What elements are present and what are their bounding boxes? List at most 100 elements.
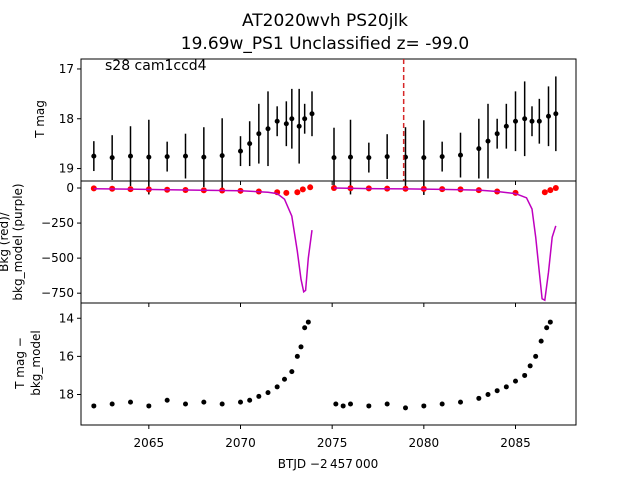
data-point: [503, 123, 509, 129]
y-tick-label: 19: [59, 162, 74, 176]
sector-camera-annotation: s28 cam1ccd4: [105, 58, 207, 74]
data-point: [274, 118, 280, 124]
y-tick-label: 16: [59, 349, 74, 363]
data-point: [302, 116, 308, 122]
data-point: [164, 397, 170, 403]
bkg-model-line: [333, 187, 557, 302]
data-point: [536, 118, 542, 124]
panel-middle-background: 0 −250 −500 −750: [41, 180, 577, 307]
data-point: [247, 397, 253, 403]
data-point: [553, 111, 559, 117]
data-point: [305, 319, 311, 325]
x-tick-label: 2080: [409, 436, 440, 450]
data-point: [538, 338, 544, 344]
data-point: [265, 390, 271, 396]
data-point: [513, 118, 518, 124]
middle-y-axis-label-line2: bkg_model (purple): [11, 183, 25, 300]
chart-title-line1: AT2020wvh PS20jlk: [242, 11, 408, 31]
data-point: [476, 146, 482, 152]
data-point: [247, 141, 253, 147]
data-point: [91, 403, 97, 409]
y-tick-label: −250: [41, 216, 74, 230]
data-point: [348, 154, 353, 160]
data-point: [421, 155, 427, 161]
bkg-point: [299, 186, 306, 193]
data-point: [109, 401, 115, 407]
panel-top-light-curve: 17 18 19: [59, 58, 577, 195]
data-point: [256, 393, 262, 399]
data-point: [340, 403, 346, 409]
data-point: [494, 388, 500, 394]
data-point: [201, 154, 207, 160]
x-tick-label: 2070: [225, 436, 256, 450]
data-point: [544, 325, 550, 331]
bkg-point: [307, 184, 314, 191]
bkg-point: [294, 189, 301, 196]
y-tick-label: 18: [59, 388, 74, 402]
data-point: [366, 155, 372, 161]
data-point: [289, 369, 295, 375]
data-point: [128, 153, 133, 159]
data-point: [294, 353, 300, 359]
data-point: [366, 403, 372, 409]
chart-title-line2: 19.69w_PS1 Unclassified z= -99.0: [181, 34, 469, 54]
data-point: [238, 148, 243, 154]
data-point: [384, 401, 390, 407]
x-tick-label: 2065: [134, 436, 165, 450]
data-point: [533, 353, 539, 359]
data-point: [183, 401, 188, 407]
y-tick-label: 18: [59, 112, 74, 126]
data-point: [238, 399, 243, 405]
data-point: [485, 138, 491, 144]
data-point: [522, 372, 528, 378]
data-point: [146, 154, 152, 160]
data-point: [128, 399, 133, 405]
bkg-point: [541, 189, 548, 196]
data-point: [274, 384, 280, 390]
x-tick-label: 2085: [500, 436, 531, 450]
y-tick-label: 14: [59, 311, 74, 325]
data-point: [265, 126, 271, 132]
bottom-y-axis-label-line2: bkg_model: [29, 330, 43, 396]
x-axis: 2065 2070 2075 2080 2085: [134, 436, 531, 450]
data-point: [282, 376, 287, 382]
data-point: [183, 153, 188, 159]
x-tick-label: 2075: [317, 436, 348, 450]
panel-frame: [80, 302, 577, 426]
panel-frame: [80, 180, 577, 304]
data-point: [476, 395, 482, 401]
data-point: [283, 121, 289, 127]
data-point: [494, 131, 500, 137]
data-point: [421, 403, 427, 409]
y-tick-label: 17: [59, 62, 74, 76]
panel-frame: [80, 58, 577, 182]
data-point: [485, 392, 491, 397]
data-point: [298, 344, 304, 350]
data-point: [547, 319, 553, 325]
y-tick-label: −750: [41, 286, 74, 300]
data-point: [91, 153, 97, 159]
data-point: [458, 399, 463, 405]
data-point: [219, 153, 225, 159]
data-point: [219, 401, 225, 407]
data-point: [513, 378, 518, 384]
data-point: [256, 131, 262, 137]
x-axis-label: BTJD −2 457 000: [278, 457, 378, 471]
data-point: [302, 325, 308, 331]
data-point: [331, 155, 337, 161]
y-tick-label: 0: [66, 181, 74, 195]
data-point: [146, 403, 152, 409]
bkg-point: [547, 187, 554, 194]
bkg-model-line: [93, 187, 313, 294]
data-point: [546, 113, 551, 119]
data-point: [109, 155, 115, 161]
data-point: [439, 401, 445, 407]
data-point: [529, 118, 535, 124]
data-point: [201, 399, 207, 405]
top-y-axis-label: T mag: [33, 100, 47, 139]
bkg-point: [552, 185, 559, 192]
data-point: [164, 154, 170, 160]
data-point: [296, 123, 302, 129]
middle-y-axis-label-line1: Bkg (red)/: [0, 211, 11, 272]
